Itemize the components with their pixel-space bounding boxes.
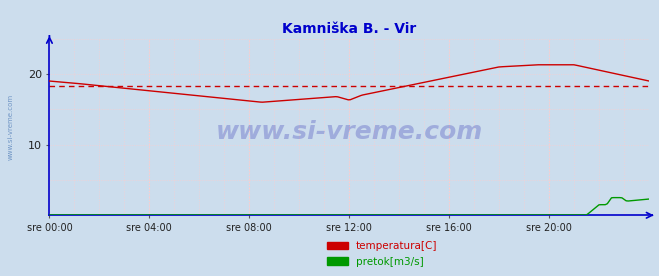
Text: www.si-vreme.com: www.si-vreme.com bbox=[215, 120, 483, 144]
Legend: temperatura[C], pretok[m3/s]: temperatura[C], pretok[m3/s] bbox=[323, 237, 442, 271]
Title: Kamniška B. - Vir: Kamniška B. - Vir bbox=[282, 22, 416, 36]
Text: www.si-vreme.com: www.si-vreme.com bbox=[8, 94, 14, 160]
